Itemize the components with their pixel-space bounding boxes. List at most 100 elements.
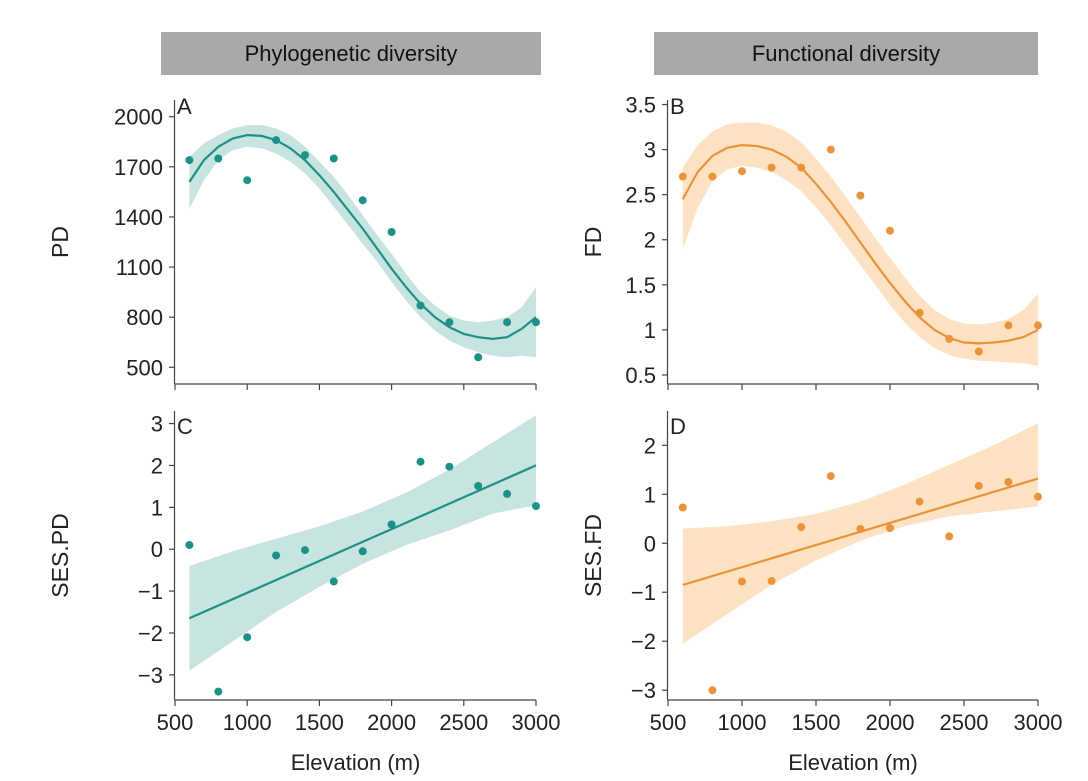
y-axis-title: SES.FD <box>580 514 606 597</box>
data-point <box>797 523 806 532</box>
data-point <box>767 163 776 172</box>
y-tick-label: 500 <box>126 355 163 380</box>
y-tick-label: −2 <box>631 629 656 654</box>
y-tick-label: −2 <box>138 621 163 646</box>
data-point <box>915 308 924 317</box>
data-point <box>826 145 835 154</box>
data-point <box>767 577 776 585</box>
y-tick-label: 3.5 <box>625 93 656 118</box>
data-point <box>886 524 894 533</box>
data-point <box>945 334 954 343</box>
y-tick-label: 0 <box>151 537 163 562</box>
x-tick-label: 2500 <box>439 710 488 735</box>
data-point <box>974 347 983 356</box>
data-point <box>503 489 512 498</box>
data-point <box>185 156 194 165</box>
y-axis-title: FD <box>580 227 606 258</box>
data-point <box>387 228 396 236</box>
data-point <box>886 226 894 235</box>
fit-line <box>188 133 537 341</box>
y-tick-label: 1 <box>644 318 656 343</box>
data-point <box>358 547 367 556</box>
x-tick-label: 2000 <box>367 710 416 735</box>
x-tick-label: 1500 <box>792 710 841 735</box>
data-point <box>301 546 309 555</box>
x-tick-label: 2500 <box>940 710 989 735</box>
data-point <box>915 497 924 506</box>
data-point <box>474 353 483 362</box>
confidence-band <box>682 423 1038 644</box>
y-tick-label: 3 <box>644 138 656 163</box>
data-point <box>678 172 687 181</box>
data-point <box>474 482 483 490</box>
fit-line <box>681 143 1039 345</box>
data-point <box>272 136 281 145</box>
data-point <box>738 577 746 586</box>
y-tick-label: 1400 <box>114 205 163 230</box>
x-axis-title: Elevation (m) <box>291 750 421 775</box>
y-tick-label: 1100 <box>116 255 163 280</box>
data-point <box>185 541 194 549</box>
header-phylogenetic-label: Phylogenetic diversity <box>245 41 458 66</box>
y-tick-label: 2 <box>151 453 163 478</box>
data-point <box>826 472 835 481</box>
panel-letter: B <box>670 94 685 119</box>
y-tick-label: 2.5 <box>625 183 656 208</box>
y-tick-label: 2000 <box>114 105 163 130</box>
y-tick-label: 0 <box>644 531 656 556</box>
data-point <box>678 503 687 512</box>
header-functional-bg <box>654 32 1038 75</box>
data-point <box>214 687 223 696</box>
data-point <box>503 318 512 327</box>
data-point <box>387 520 396 529</box>
data-point <box>1034 321 1042 330</box>
data-point <box>301 151 309 160</box>
y-axis-title: PD <box>47 226 73 258</box>
data-point <box>243 176 252 185</box>
y-tick-label: 2 <box>644 228 656 253</box>
x-tick-label: 500 <box>157 710 194 735</box>
data-point <box>329 154 338 163</box>
y-tick-label: 1700 <box>114 155 163 180</box>
y-tick-label: −3 <box>138 663 163 688</box>
data-point <box>708 686 717 695</box>
y-tick-label: 0.5 <box>625 363 656 388</box>
x-tick-label: 3000 <box>1014 710 1063 735</box>
x-tick-label: 1500 <box>295 710 344 735</box>
data-point <box>974 481 983 490</box>
header-phylogenetic-bg <box>161 32 541 75</box>
data-point <box>416 457 425 466</box>
data-point <box>738 167 746 176</box>
y-tick-label: 2 <box>644 433 656 458</box>
data-point <box>445 462 454 471</box>
y-tick-label: 1 <box>644 482 656 507</box>
confidence-band <box>189 125 536 358</box>
data-point <box>272 551 281 560</box>
y-tick-label: 1 <box>151 495 163 520</box>
data-point <box>856 525 865 533</box>
x-tick-label: 500 <box>650 710 687 735</box>
x-tick-label: 2000 <box>866 710 915 735</box>
data-point <box>945 532 954 541</box>
data-point <box>856 191 865 200</box>
data-point <box>243 633 252 642</box>
x-tick-label: 3000 <box>512 710 561 735</box>
y-tick-label: −1 <box>631 580 656 605</box>
y-tick-label: −1 <box>138 579 163 604</box>
x-tick-label: 1000 <box>718 710 767 735</box>
panel-B: 0.5 1 1.5 2 2.5 3 3.5 FD B <box>580 93 1042 390</box>
header-functional: Functional diversity <box>654 32 1038 75</box>
data-point <box>532 318 540 327</box>
panel-letter: D <box>670 414 686 439</box>
panel-letter: A <box>177 94 192 119</box>
data-point <box>1034 492 1042 501</box>
y-tick-label: −3 <box>631 678 656 703</box>
x-tick-label: 1000 <box>223 710 272 735</box>
data-point <box>708 172 717 181</box>
header-functional-label: Functional diversity <box>752 41 940 66</box>
data-point <box>532 502 540 511</box>
data-point <box>329 577 338 586</box>
data-point <box>358 196 367 205</box>
